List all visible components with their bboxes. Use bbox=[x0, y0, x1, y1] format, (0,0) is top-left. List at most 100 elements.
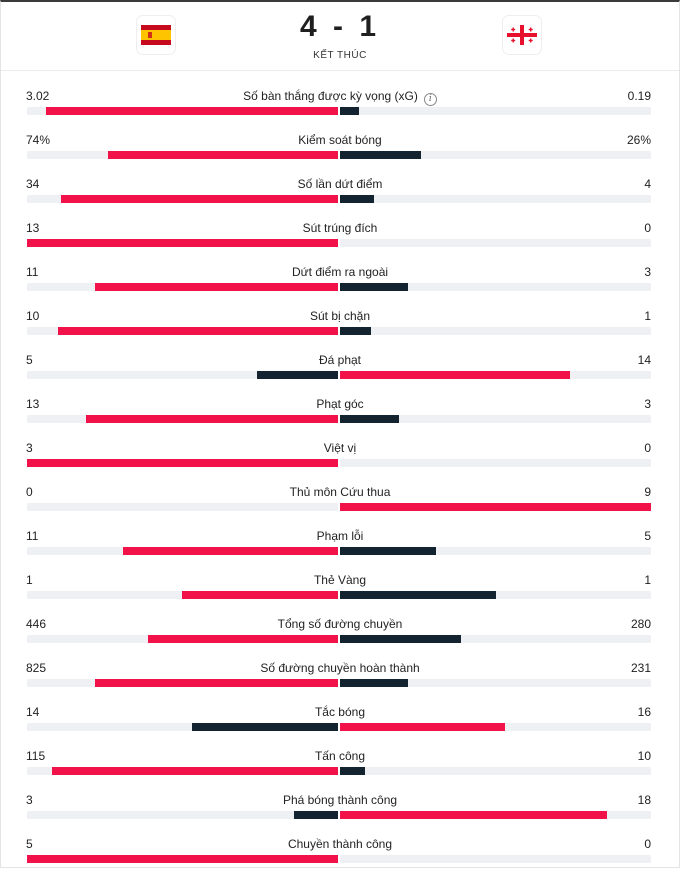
away-bar-track bbox=[340, 811, 651, 819]
away-bar-fill bbox=[340, 503, 651, 511]
home-bar-fill bbox=[86, 415, 338, 423]
home-value: 0 bbox=[26, 485, 33, 499]
georgia-flag-icon[interactable] bbox=[503, 16, 541, 54]
stat-label-text: Số bàn thắng được kỳ vọng (xG) bbox=[243, 89, 418, 103]
away-bar-track bbox=[340, 107, 651, 115]
stat-label-text: Việt vị bbox=[323, 441, 357, 455]
away-value: 3 bbox=[644, 265, 651, 279]
stat-label: Thủ môn Cứu thua bbox=[1, 484, 679, 500]
away-value: 0 bbox=[644, 441, 651, 455]
home-bar-fill bbox=[27, 239, 338, 247]
away-bar-track bbox=[340, 151, 651, 159]
home-bar-track bbox=[27, 635, 338, 643]
spain-flag-icon[interactable] bbox=[137, 16, 175, 54]
away-value: 16 bbox=[637, 705, 651, 719]
home-bar-track bbox=[27, 107, 338, 115]
away-bar-track bbox=[340, 767, 651, 775]
stat-row: 0 Thủ môn Cứu thua 9 bbox=[1, 480, 679, 524]
home-value: 74% bbox=[26, 133, 51, 147]
stat-row: 3 Phá bóng thành công 18 bbox=[1, 788, 679, 832]
away-value: 10 bbox=[637, 749, 651, 763]
stat-label-text: Tấn công bbox=[314, 749, 366, 763]
away-bar-track bbox=[340, 591, 651, 599]
stat-row: 11 Dứt điểm ra ngoài 3 bbox=[1, 260, 679, 304]
stat-row: 5 Đá phạt 14 bbox=[1, 348, 679, 392]
home-bar-track bbox=[27, 415, 338, 423]
stat-label-text: Chuyền thành công bbox=[287, 837, 393, 851]
home-value: 1 bbox=[26, 573, 33, 587]
home-bar-track bbox=[27, 151, 338, 159]
away-value: 231 bbox=[630, 661, 651, 675]
stat-label: Tổng số đường chuyền bbox=[1, 616, 679, 632]
stat-label: Đá phạt bbox=[1, 352, 679, 368]
home-value: 3 bbox=[26, 441, 33, 455]
home-value: 11 bbox=[26, 529, 39, 543]
stat-row: 11 Phạm lỗi 5 bbox=[1, 524, 679, 568]
home-bar-track bbox=[27, 855, 338, 863]
stat-row: 10 Sút bị chặn 1 bbox=[1, 304, 679, 348]
home-bar-track bbox=[27, 767, 338, 775]
home-bar-fill bbox=[257, 371, 338, 379]
match-header: 4 - 1 KẾT THÚC bbox=[1, 2, 679, 71]
away-bar-fill bbox=[340, 767, 365, 775]
home-bar-track bbox=[27, 591, 338, 599]
info-icon[interactable]: i bbox=[423, 93, 437, 106]
home-bar-fill bbox=[58, 327, 338, 335]
stat-row: 13 Sút trúng đích 0 bbox=[1, 216, 679, 260]
home-bar-track bbox=[27, 547, 338, 555]
stat-row: 14 Tắc bóng 16 bbox=[1, 700, 679, 744]
away-bar-track bbox=[340, 371, 651, 379]
away-bar-fill bbox=[340, 327, 371, 335]
home-value: 3.02 bbox=[26, 89, 50, 103]
away-value: 0 bbox=[644, 221, 651, 235]
home-bar-track bbox=[27, 195, 338, 203]
away-value: 5 bbox=[644, 529, 651, 543]
stat-label: Tấn công bbox=[1, 748, 679, 764]
home-bar-fill bbox=[108, 151, 338, 159]
stat-row: 5 Chuyền thành công 0 bbox=[1, 832, 679, 876]
stat-label: Sút bị chặn bbox=[1, 308, 679, 324]
home-value: 5 bbox=[26, 353, 33, 367]
away-bar-fill bbox=[340, 371, 570, 379]
away-value: 14 bbox=[637, 353, 651, 367]
home-bar-fill bbox=[61, 195, 338, 203]
home-bar-fill bbox=[123, 547, 338, 555]
match-status: KẾT THÚC bbox=[313, 50, 367, 61]
away-bar-track bbox=[340, 635, 651, 643]
stat-label-text: Số lần dứt điểm bbox=[297, 177, 383, 191]
away-value: 1 bbox=[644, 573, 651, 587]
away-bar-fill bbox=[340, 547, 436, 555]
stat-label-text: Số đường chuyền hoàn thành bbox=[260, 661, 420, 675]
away-bar-fill bbox=[340, 283, 408, 291]
home-bar-fill bbox=[27, 855, 338, 863]
away-bar-fill bbox=[340, 151, 421, 159]
home-bar-track bbox=[27, 811, 338, 819]
away-bar-fill bbox=[340, 723, 505, 731]
home-value: 14 bbox=[26, 705, 40, 719]
away-bar-track bbox=[340, 327, 651, 335]
stat-row: 3.02 Số bàn thắng được kỳ vọng (xG) i 0.19 bbox=[1, 84, 679, 128]
home-value: 825 bbox=[26, 661, 47, 675]
stat-label-text: Sút trúng đích bbox=[302, 221, 378, 235]
away-bar-track bbox=[340, 415, 651, 423]
away-bar-fill bbox=[340, 811, 607, 819]
home-bar-fill bbox=[182, 591, 338, 599]
stat-row: 34 Số lần dứt điểm 4 bbox=[1, 172, 679, 216]
home-bar-track bbox=[27, 459, 338, 467]
home-value: 13 bbox=[26, 397, 40, 411]
away-bar-fill bbox=[340, 195, 374, 203]
away-bar-track bbox=[340, 679, 651, 687]
stat-row: 3 Việt vị 0 bbox=[1, 436, 679, 480]
away-bar-track bbox=[340, 723, 651, 731]
away-bar-fill bbox=[340, 635, 461, 643]
home-bar-fill bbox=[148, 635, 338, 643]
stat-label: Số bàn thắng được kỳ vọng (xG) i bbox=[1, 88, 679, 106]
away-bar-track bbox=[340, 503, 651, 511]
stat-label-text: Phạm lỗi bbox=[316, 529, 364, 543]
home-value: 34 bbox=[26, 177, 40, 191]
home-bar-fill bbox=[95, 283, 338, 291]
stat-label-text: Dứt điểm ra ngoài bbox=[291, 265, 389, 279]
away-value: 0 bbox=[644, 837, 651, 851]
stat-row: 446 Tổng số đường chuyền 280 bbox=[1, 612, 679, 656]
stat-label: Số lần dứt điểm bbox=[1, 176, 679, 192]
